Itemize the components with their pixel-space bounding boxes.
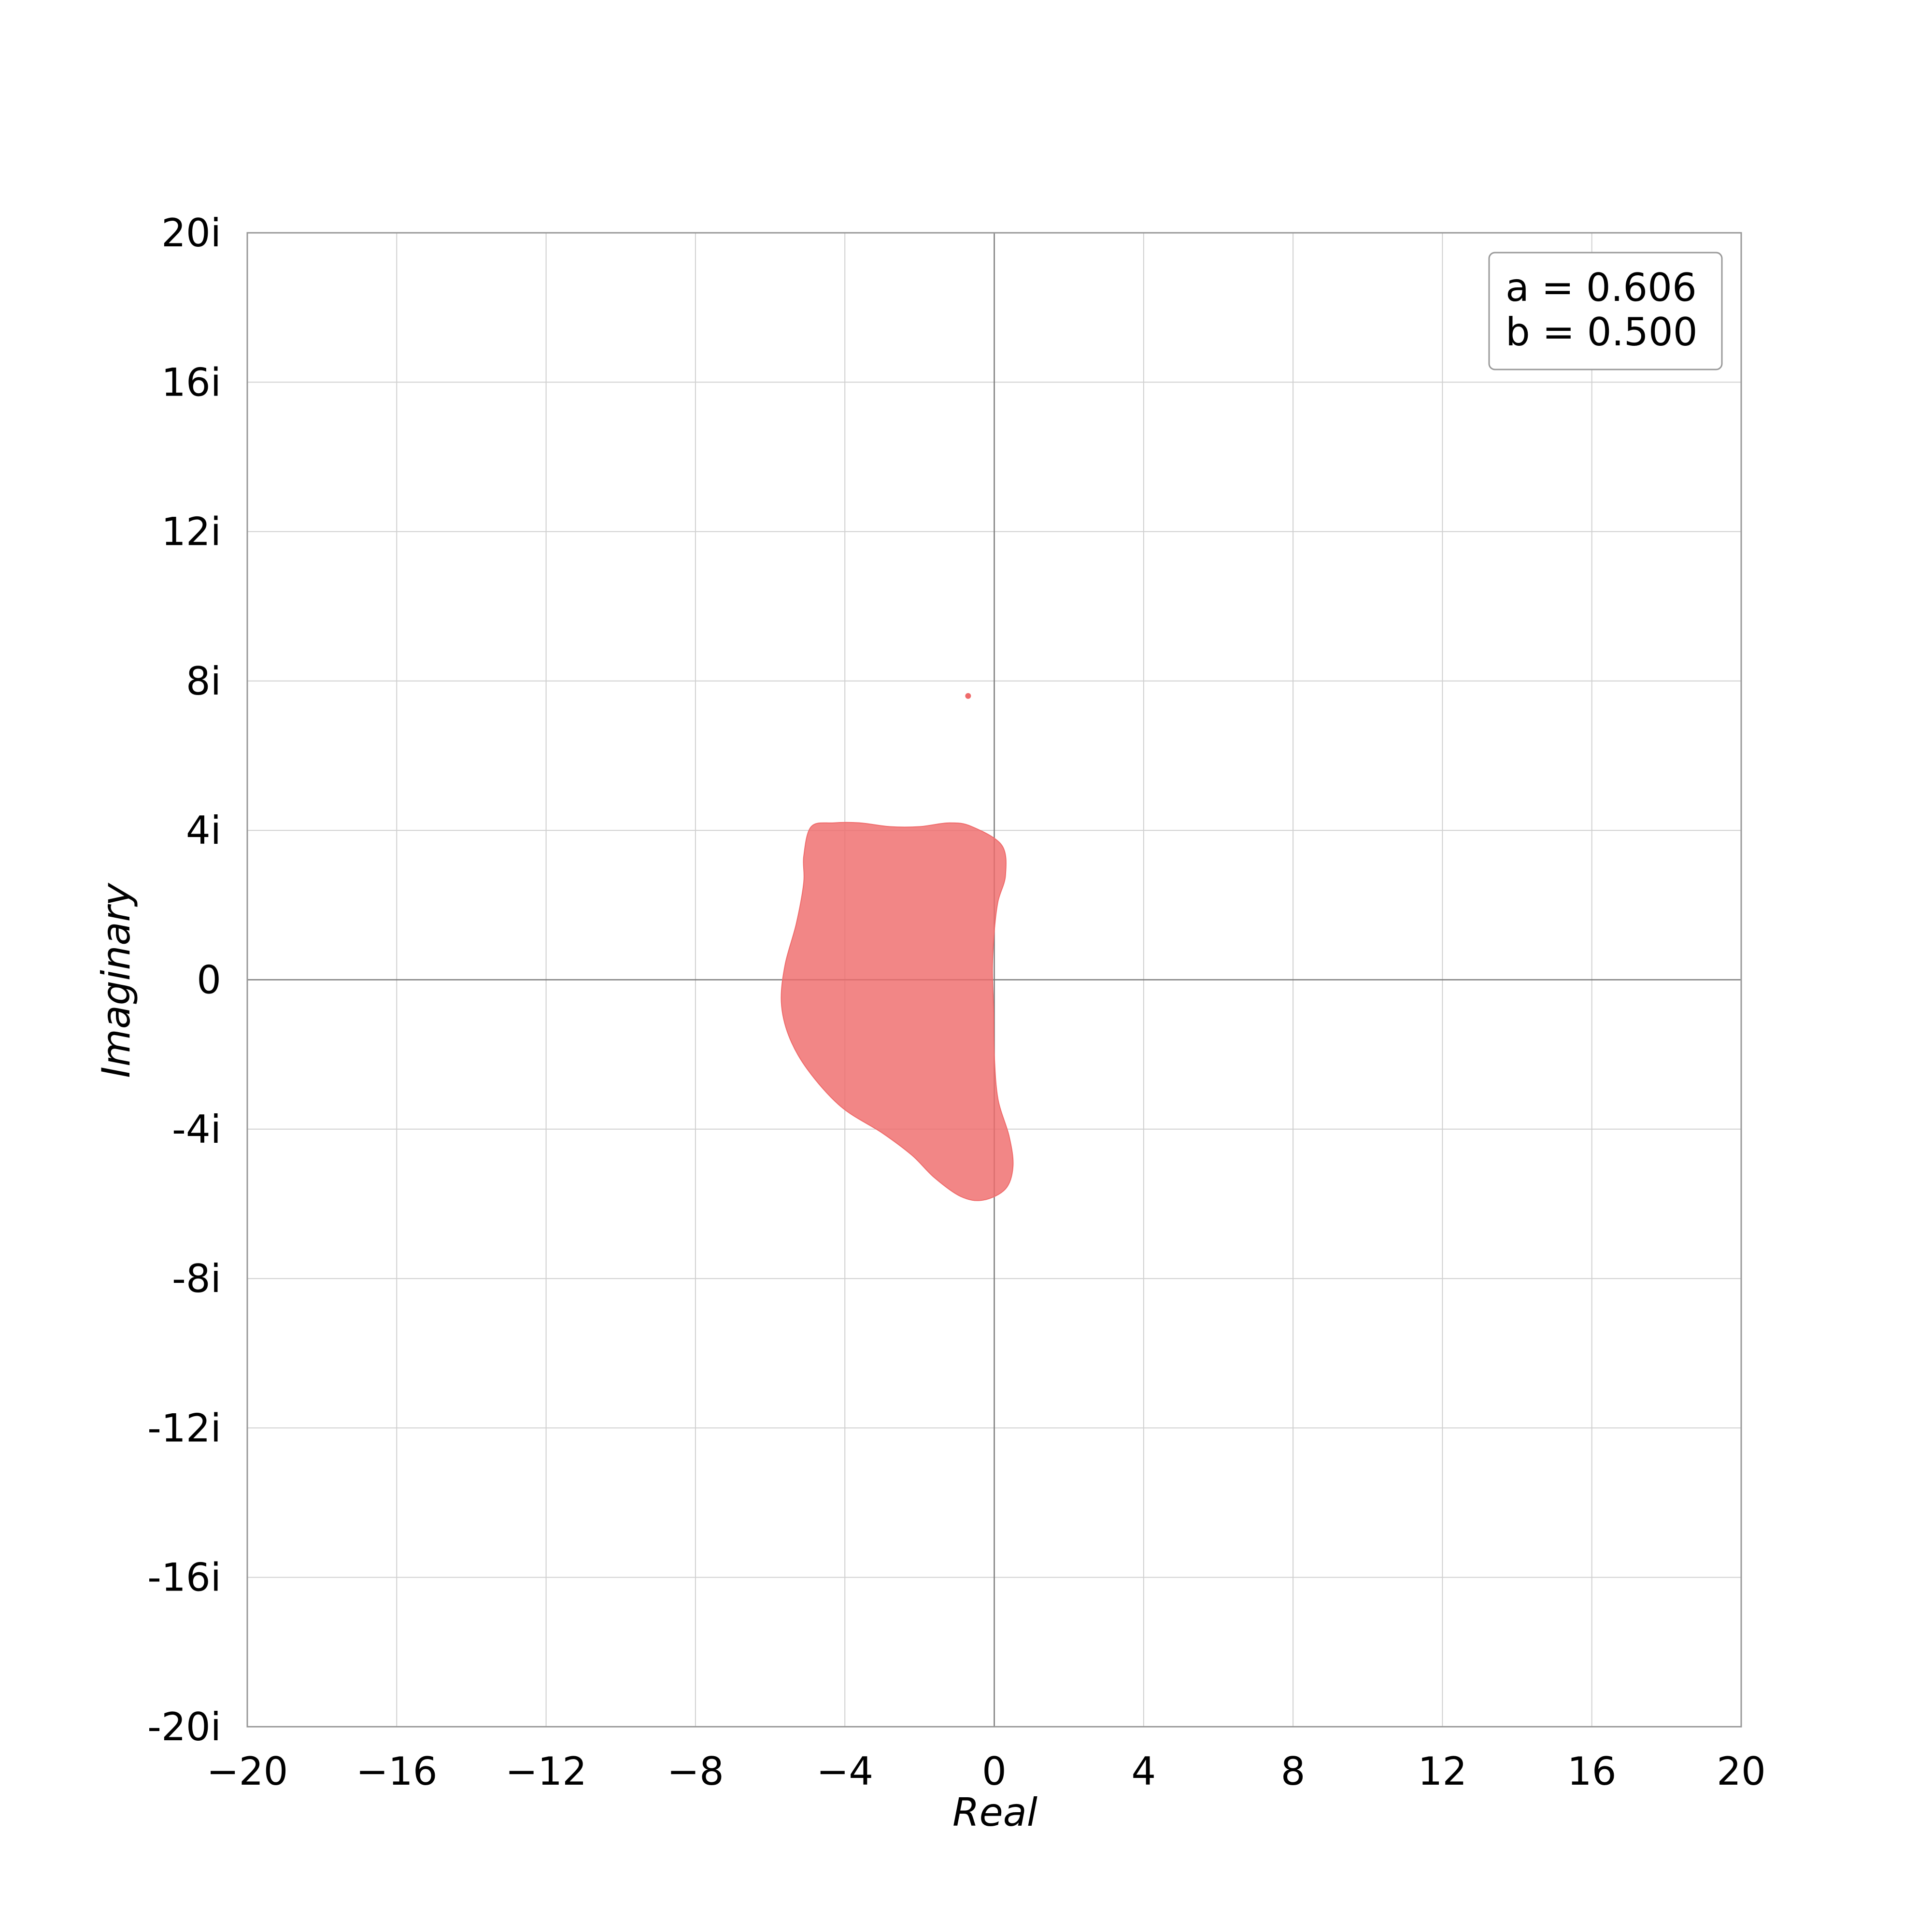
y-tick-label: 8i <box>186 659 221 704</box>
plot-region-layer <box>781 693 1014 1201</box>
annotation-box-frame <box>1488 252 1723 370</box>
y-tick-label: 12i <box>161 510 221 554</box>
x-tick-label: −12 <box>505 1749 587 1794</box>
x-tick-label: 12 <box>1418 1749 1467 1794</box>
y-tick-label: 4i <box>186 808 221 853</box>
x-tick-label: −4 <box>816 1749 873 1794</box>
y-tick-label: 0 <box>197 958 221 1003</box>
annotation-line-a: a = 0.606 <box>1506 265 1697 310</box>
y-tick-label: -4i <box>172 1107 221 1152</box>
y-tick-label: -16i <box>147 1555 221 1600</box>
plot-frame <box>246 232 1742 1728</box>
annotation-line-b: b = 0.500 <box>1506 310 1698 355</box>
y-tick-label: 16i <box>161 360 221 405</box>
x-tick-label: −16 <box>356 1749 438 1794</box>
x-tick-label: −20 <box>207 1749 288 1794</box>
parameter-annotation-box: a = 0.606 b = 0.500 <box>1488 252 1723 370</box>
x-tick-labels: −20 −16 −12 −8 −4 0 4 8 12 16 20 <box>207 1749 1766 1794</box>
x-axis-label: Real <box>952 1790 1037 1835</box>
x-tick-label: −8 <box>667 1749 724 1794</box>
x-tick-label: 0 <box>982 1749 1007 1794</box>
x-tick-label: 4 <box>1131 1749 1156 1794</box>
y-tick-label: -12i <box>147 1406 221 1450</box>
isolated-point <box>965 693 971 699</box>
y-tick-label: 20i <box>161 211 221 256</box>
y-tick-labels: 20i 16i 12i 8i 4i 0 -4i -8i -12i -16i -20i <box>147 211 221 1749</box>
stability-region <box>781 822 1014 1201</box>
x-tick-label: 20 <box>1717 1749 1766 1794</box>
zero-axes <box>247 233 1741 1727</box>
x-tick-label: 8 <box>1281 1749 1306 1794</box>
y-tick-label: -8i <box>172 1256 221 1301</box>
y-axis-label: Imaginary <box>94 882 139 1078</box>
x-tick-label: 16 <box>1567 1749 1617 1794</box>
y-tick-label: -20i <box>147 1705 221 1749</box>
